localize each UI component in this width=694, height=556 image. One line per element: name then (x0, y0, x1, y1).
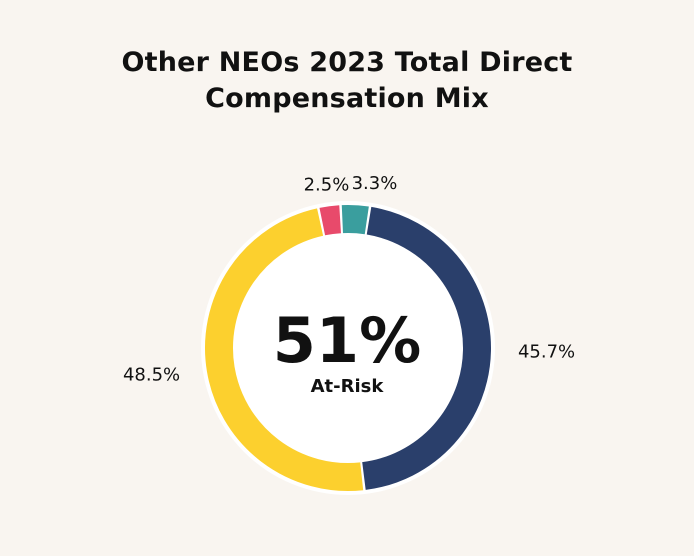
chart-title-line2: Compensation Mix (205, 83, 489, 114)
slice-labels: 2.5% 3.3% 45.7% 48.5% (123, 173, 575, 385)
donut-slice-3 (205, 208, 364, 491)
donut-slice-0 (319, 205, 342, 236)
donut-slice-1 (341, 205, 369, 235)
slice-label-2: 45.7% (518, 341, 575, 362)
slice-label-1: 3.3% (352, 173, 398, 194)
slice-label-3: 48.5% (123, 365, 180, 386)
slice-label-0: 2.5% (304, 174, 350, 195)
center-value: 51% (273, 304, 421, 377)
donut-slice-2 (362, 206, 491, 490)
chart-title-line1: Other NEOs 2023 Total Direct (121, 47, 573, 78)
donut-outer-ring (201, 201, 495, 495)
donut-slices (205, 205, 491, 491)
center-label: At-Risk (311, 376, 385, 397)
